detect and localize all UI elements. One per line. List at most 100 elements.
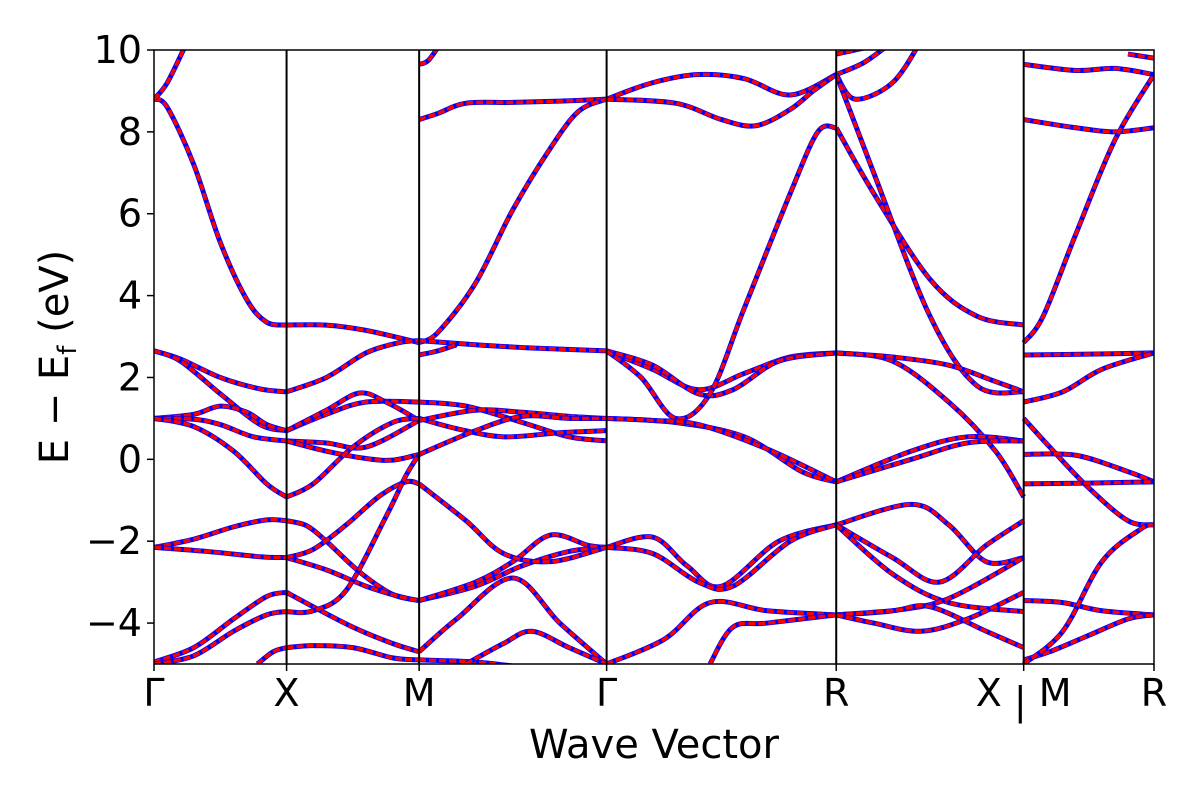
x-tick-label-part: M — [1027, 671, 1072, 715]
band-line-blue-s1-b3 — [285, 390, 421, 433]
band-line-red-s5-b8 — [1023, 480, 1154, 486]
band-line-red-s4-b10 — [835, 519, 1025, 584]
x-tick-label: Γ — [143, 671, 164, 715]
y-tick-label: −2 — [86, 519, 142, 563]
band-line-red-s3-b4 — [605, 124, 837, 421]
band-line-red-s2-b9 — [418, 545, 607, 603]
y-axis-ticks: −4 −2 0 2 4 6 8 10 — [86, 28, 154, 645]
band-line-red-s2-b5 — [418, 400, 607, 443]
band-line-red-s1-b12 — [286, 643, 420, 662]
band-line-red-s1-b6 — [285, 416, 420, 499]
bands-layer — [154, 50, 1154, 664]
band-line-blue-s2-b0 — [418, 50, 440, 67]
band-line-blue-s3-b9 — [605, 598, 837, 664]
x-tick-label: Γ — [596, 671, 617, 715]
band-line-red-s0-b11 — [256, 645, 288, 664]
band-line-blue-s4-b3 — [834, 126, 1025, 328]
band-line-red-s2-b12 — [419, 658, 511, 664]
band-line-red-s5-b3 — [1022, 73, 1154, 344]
band-line-blue-s2-b2 — [417, 96, 608, 345]
y-tick-label: 4 — [118, 274, 142, 318]
band-line-red-s1-b4 — [286, 418, 420, 450]
x-tick-label: X — [274, 671, 300, 715]
band-line-red-s5-b7 — [1023, 452, 1154, 484]
x-tick-label: M — [403, 671, 436, 715]
band-line-blue-s5-b11 — [1022, 522, 1154, 664]
y-axis-title: E − Ef (eV) — [32, 250, 83, 465]
band-line-red-s5-b1 — [1023, 117, 1154, 134]
band-line-red-s0-b9 — [154, 590, 287, 664]
band-line-red-s2-b11 — [418, 482, 608, 564]
band-line-red-s4-b13 — [836, 603, 1025, 650]
band-line-red-s2-b13 — [417, 576, 608, 664]
x-tick-label: R — [823, 671, 849, 715]
band-line-red-s2-b10 — [418, 532, 607, 603]
y-axis-title-unit: (eV) — [32, 250, 78, 346]
band-line-blue-s1-b11 — [286, 453, 422, 616]
band-line-red-s0-b2 — [154, 349, 287, 394]
band-line-red-s3-b1 — [606, 73, 838, 128]
band-line-red-s3-b0 — [606, 72, 838, 101]
band-line-blue-s4-b4 — [833, 73, 1025, 396]
band-line-red-s2-b8 — [418, 414, 607, 457]
band-line-red-s4-b3 — [834, 126, 1025, 327]
band-line-red-s1-b3 — [285, 391, 421, 433]
band-line-red-s3-b9 — [605, 599, 837, 664]
band-line-red-s4-b9 — [835, 502, 1025, 566]
band-line-red-s1-b1 — [285, 338, 420, 394]
band-line-red-s2-b1 — [418, 97, 607, 122]
y-axis-title-main: E − E — [32, 355, 78, 465]
band-line-red-s3-b8 — [606, 523, 837, 592]
band-line-red-s3-b3 — [606, 349, 837, 398]
band-line-red-s5-b11 — [1022, 523, 1154, 664]
band-line-red-s5-b6 — [1022, 417, 1154, 527]
band-line-red-s4-b4 — [834, 73, 1024, 395]
y-tick-label: 8 — [118, 110, 142, 154]
band-line-red-s3-b10 — [708, 613, 837, 664]
y-axis-title-subscript: f — [53, 345, 83, 355]
band-line-red-s5-b0 — [1023, 62, 1154, 77]
y-tick-label: −4 — [86, 601, 142, 645]
band-line-red-s4-b6 — [836, 351, 1025, 394]
band-line-blue-s5-b9 — [1023, 598, 1154, 618]
band-line-blue-s4-b9 — [835, 501, 1025, 566]
band-line-red-s4-b14 — [835, 590, 1025, 634]
band-line-red-s0-b6 — [154, 416, 288, 499]
band-line-red-s5-b10 — [1023, 613, 1154, 662]
band-line-blue-s1-b0 — [286, 322, 420, 346]
x-tick-label-separator: | — [1014, 679, 1027, 724]
band-line-red-s2-b2 — [418, 97, 608, 345]
band-line-red-s1-b9 — [286, 479, 420, 560]
band-line-blue-s4-b13 — [836, 603, 1025, 650]
y-tick-label: 10 — [94, 28, 142, 72]
plot-frame — [153, 49, 1155, 665]
band-line-red-s2-b4 — [418, 343, 458, 357]
band-line-red-s0-b4 — [154, 404, 288, 433]
band-line-red-s2-b6 — [418, 416, 607, 439]
x-tick-label: R — [1141, 671, 1167, 715]
band-line-red-s2-b3 — [419, 338, 607, 353]
x-axis-ticks: Γ X M Γ R X | M R — [143, 664, 1167, 724]
band-line-red-s0-b1 — [154, 50, 186, 101]
y-tick-label: 2 — [118, 355, 142, 399]
band-line-red-s1-b11 — [286, 453, 421, 615]
band-line-red-s2-b0 — [418, 50, 439, 66]
band-line-red-s2-b14 — [465, 629, 608, 664]
band-line-blue-s5-b3 — [1021, 73, 1154, 345]
band-line-red-s0-b0 — [154, 97, 287, 327]
band-line-red-s4-b7 — [835, 434, 1024, 484]
x-tick-label: X | M — [976, 671, 1072, 724]
high-symmetry-lines — [285, 50, 1025, 664]
band-line-red-s0-b5 — [154, 416, 287, 443]
band-line-red-s1-b5 — [286, 439, 420, 463]
band-line-red-s0-b8 — [154, 545, 287, 560]
y-tick-label: 0 — [118, 437, 142, 481]
band-line-red-s5-b2 — [1127, 52, 1154, 60]
band-line-blue-s1-b7 — [285, 518, 420, 604]
band-line-red-s4-b0 — [835, 50, 885, 77]
band-line-red-s3-b6 — [606, 416, 837, 484]
band-line-blue-s0-b0 — [154, 96, 287, 328]
y-tick-label: 6 — [118, 192, 142, 236]
band-line-red-s1-b7 — [286, 519, 420, 603]
